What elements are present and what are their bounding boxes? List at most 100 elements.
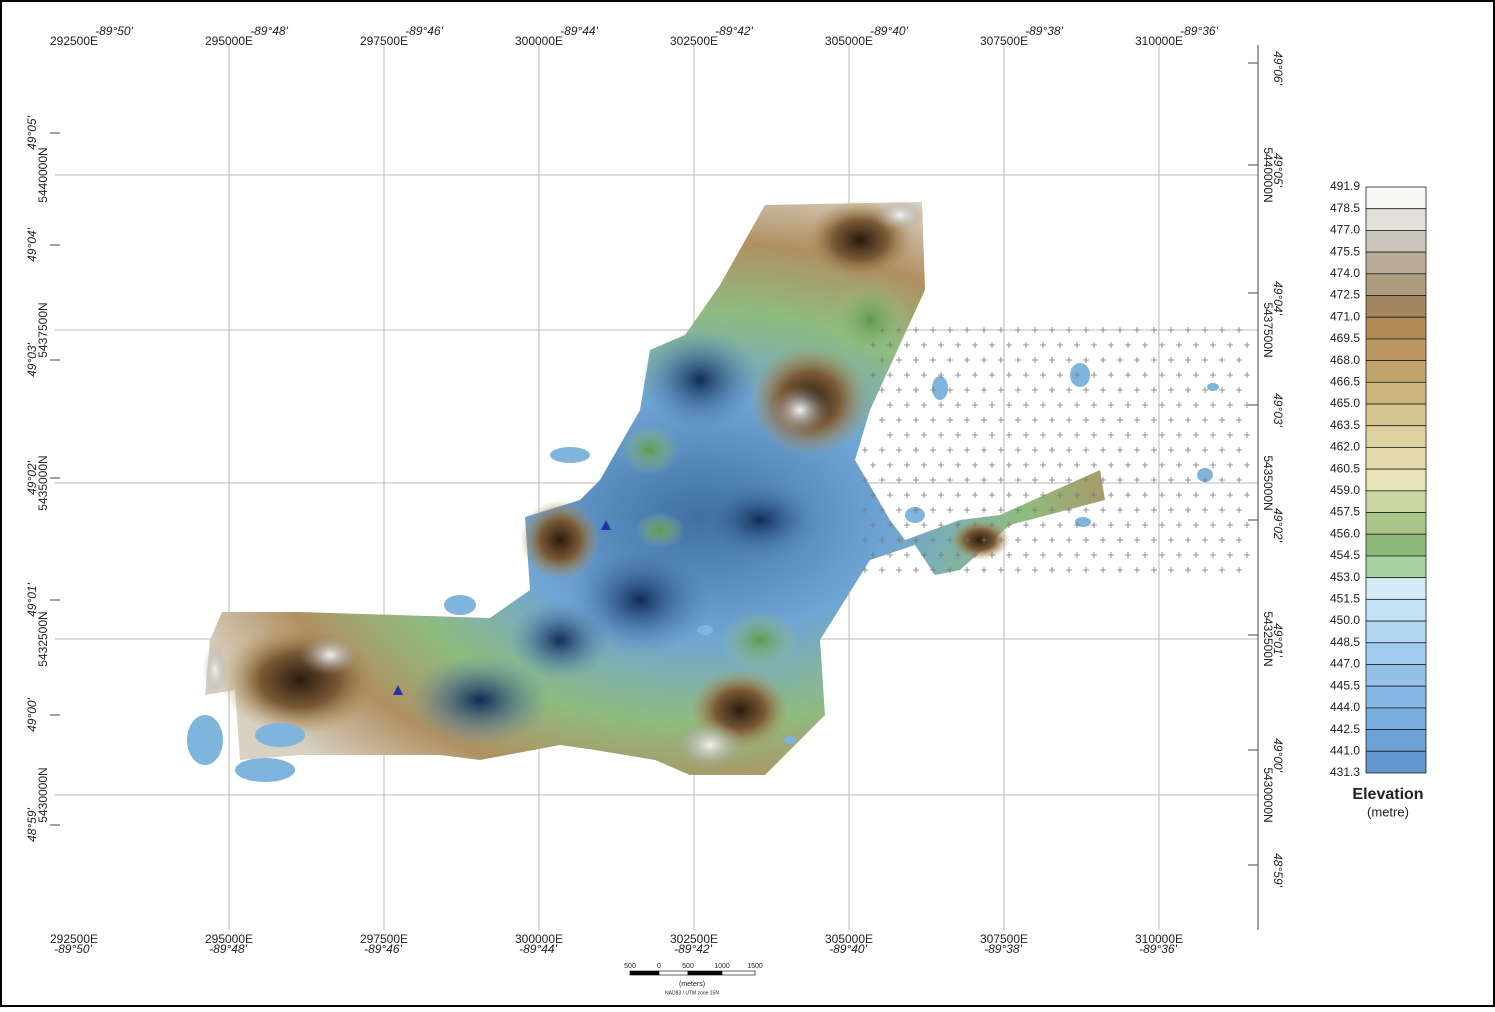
station-cross [921, 342, 927, 348]
longitude-label: -89°46' [364, 942, 402, 956]
longitude-label: -89°44' [560, 24, 598, 38]
station-cross [1142, 522, 1148, 528]
station-cross [1236, 567, 1242, 573]
station-cross [1210, 552, 1216, 558]
station-cross [1015, 537, 1021, 543]
scale-units: (meters) [679, 981, 705, 988]
station-cross [1083, 567, 1089, 573]
station-cross [1244, 462, 1250, 468]
station-cross [981, 417, 987, 423]
longitude-label: -89°42' [674, 942, 712, 956]
station-cross [1176, 522, 1182, 528]
station-cross [1168, 537, 1174, 543]
station-cross [1117, 357, 1123, 363]
station-cross [1210, 402, 1216, 408]
longitude-label: -89°38' [984, 942, 1022, 956]
station-cross [1006, 372, 1012, 378]
legend-label: 463.5 [1330, 418, 1360, 432]
station-cross [1159, 342, 1165, 348]
station-cross [1023, 552, 1029, 558]
longitude-label: -89°40' [870, 24, 908, 38]
station-cross [1159, 402, 1165, 408]
station-cross [1066, 537, 1072, 543]
station-cross [1151, 417, 1157, 423]
station-cross [1159, 492, 1165, 498]
station-cross [1219, 567, 1225, 573]
station-cross [887, 372, 893, 378]
northing-label: 5440000N [36, 147, 50, 202]
station-cross [1176, 462, 1182, 468]
legend-band [1366, 230, 1426, 252]
station-cross [1168, 387, 1174, 393]
terrain-shading [640, 330, 760, 430]
station-cross [1074, 402, 1080, 408]
lake [187, 715, 223, 765]
station-cross [1151, 477, 1157, 483]
station-cross [1219, 387, 1225, 393]
station-cross [1040, 342, 1046, 348]
station-cross [938, 342, 944, 348]
scale-label: 1500 [747, 963, 763, 970]
station-cross [1227, 522, 1233, 528]
station-cross [896, 447, 902, 453]
longitude-label: -89°44' [519, 942, 557, 956]
legend-label: 442.5 [1330, 722, 1360, 736]
station-cross [1185, 537, 1191, 543]
station-cross [1125, 552, 1131, 558]
station-cross [947, 357, 953, 363]
station-cross [947, 477, 953, 483]
station-cross [904, 462, 910, 468]
station-cross [1049, 477, 1055, 483]
station-cross [1202, 387, 1208, 393]
station-cross [862, 447, 868, 453]
station-cross [1066, 357, 1072, 363]
station-cross [1032, 417, 1038, 423]
station-cross [1202, 357, 1208, 363]
station-cross [896, 417, 902, 423]
station-cross [1015, 357, 1021, 363]
station-cross [972, 492, 978, 498]
station-cross [896, 507, 902, 513]
station-cross [955, 492, 961, 498]
station-cross [955, 432, 961, 438]
station-cross [1049, 417, 1055, 423]
scale-bar: 500050010001500(meters)NAD83 / UTM zone … [624, 963, 763, 996]
lake [444, 595, 476, 615]
terrain-shading [635, 512, 685, 548]
station-cross [998, 327, 1004, 333]
legend-band [1366, 556, 1426, 578]
station-cross [1168, 447, 1174, 453]
station-cross [1015, 327, 1021, 333]
station-cross [921, 462, 927, 468]
longitude-label: -89°36' [1180, 24, 1218, 38]
easting-label: 305000E [825, 34, 873, 48]
station-cross [1117, 447, 1123, 453]
station-cross [1023, 462, 1029, 468]
station-cross [964, 447, 970, 453]
terrain-shading [770, 385, 830, 435]
legend-label: 448.5 [1330, 635, 1360, 649]
terrain-shading [675, 720, 745, 770]
legend-band [1366, 447, 1426, 469]
station-cross [904, 402, 910, 408]
easting-label: 310000E [1135, 34, 1183, 48]
legend-label: 447.0 [1330, 657, 1360, 671]
station-cross [1040, 372, 1046, 378]
legend-band [1366, 513, 1426, 535]
station-cross [1006, 432, 1012, 438]
station-cross [1227, 402, 1233, 408]
station-cross [1159, 552, 1165, 558]
station-cross [1219, 447, 1225, 453]
survey-area [187, 200, 1219, 782]
station-cross [1083, 327, 1089, 333]
station-cross [1023, 492, 1029, 498]
station-cross [1049, 387, 1055, 393]
station-cross [1134, 567, 1140, 573]
station-cross [1108, 492, 1114, 498]
station-cross [1023, 372, 1029, 378]
station-cross [1125, 342, 1131, 348]
easting-label: 302500E [670, 34, 718, 48]
station-cross [972, 462, 978, 468]
latitude-label: 49°01' [1271, 623, 1285, 657]
station-cross [1066, 567, 1072, 573]
